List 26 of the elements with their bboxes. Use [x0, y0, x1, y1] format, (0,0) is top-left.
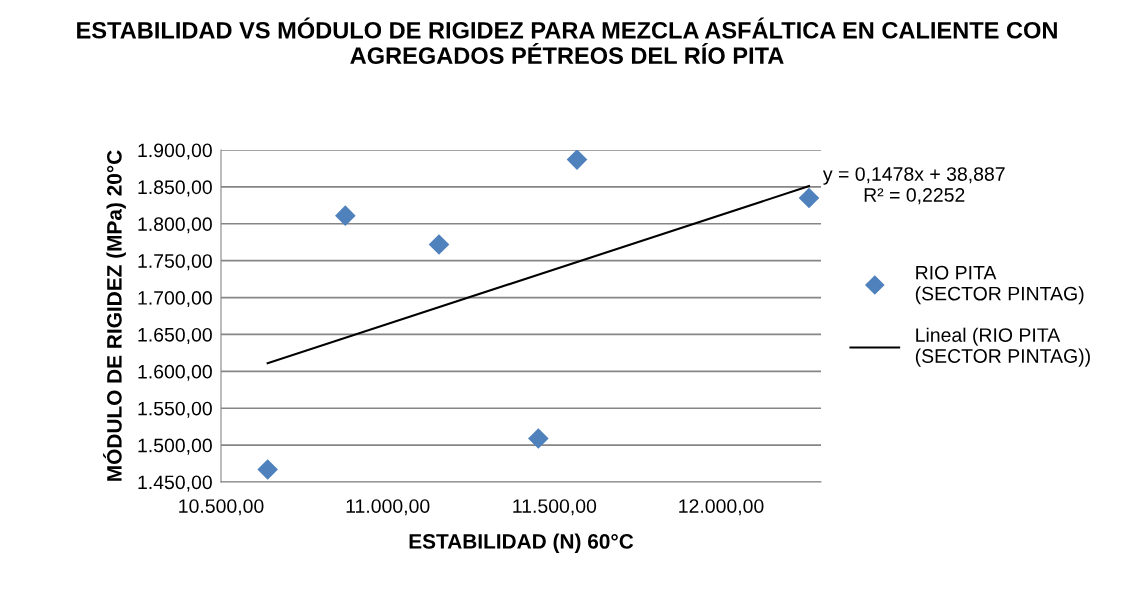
- legend-label: RIO PITA (SECTOR PINTAG): [915, 265, 1084, 305]
- y-tick-label: 1.600,00: [138, 364, 212, 381]
- y-tick-label: 1.900,00: [138, 143, 212, 160]
- point: [257, 459, 278, 480]
- chart-title: ESTABILIDAD VS MÓDULO DE RIGIDEZ PARA MEZCLA ASFÁLTICA EN CALIENTE CON AGREGADOS PÉTREOS DEL RÍO PITA: [77, 17, 1057, 65]
- point: [798, 187, 820, 209]
- x-tick-label: 11.500,00: [513, 499, 597, 516]
- y-tick-label: 1.500,00: [138, 438, 212, 455]
- x-tick-label: 12.000,00: [679, 499, 764, 516]
- annotation: y = 0,1478x + 38,887 R² = 0,2252: [822, 167, 1005, 205]
- y-tick-label: 1.800,00: [138, 217, 212, 234]
- x-tick-label: 10.500,00: [179, 499, 264, 516]
- legend-label: Lineal (RIO PITA (SECTOR PINTAG)): [915, 327, 1090, 367]
- y-tick-label: 1.650,00: [138, 327, 212, 344]
- y-tick-label: 1.550,00: [138, 401, 212, 418]
- y-tick-label: 1.450,00: [138, 475, 212, 492]
- point: [566, 150, 588, 170]
- point: [335, 205, 356, 226]
- x-tick-label: 11.000,00: [346, 499, 430, 516]
- y-tick-label: 1.750,00: [138, 254, 212, 271]
- y-tick-label: 1.700,00: [138, 291, 212, 308]
- y-tick-label: 1.850,00: [138, 180, 212, 197]
- y-axis-title: MÓDULO DE RIGIDEZ (MPa) 20°C: [103, 150, 126, 481]
- point: [528, 428, 549, 449]
- point: [428, 234, 450, 255]
- x-axis-title: ESTABILIDAD (N) 60°C: [409, 533, 634, 553]
